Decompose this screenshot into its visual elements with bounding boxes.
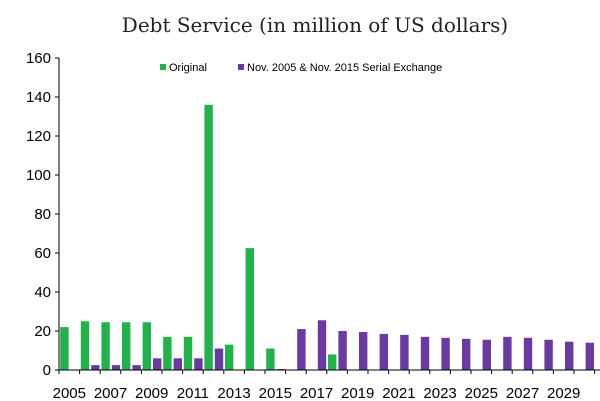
x-tick-label: 2019 bbox=[341, 385, 374, 401]
legend-item-original: Original bbox=[160, 62, 207, 74]
y-tick-label: 40 bbox=[34, 284, 51, 301]
bar-exchange-2012 bbox=[214, 348, 224, 370]
bar-exchange-2009 bbox=[153, 358, 162, 370]
bar-original-2009 bbox=[142, 322, 151, 370]
bar-exchange-2008 bbox=[132, 365, 141, 371]
x-tick-label: 2007 bbox=[94, 385, 127, 401]
x-tick-label: 2015 bbox=[259, 385, 292, 401]
bar-original-2014 bbox=[245, 248, 254, 371]
y-tick-label: 80 bbox=[34, 206, 51, 223]
y-tick-label: 140 bbox=[26, 89, 51, 106]
y-tick-label: 100 bbox=[26, 167, 51, 184]
x-tick-label: 2017 bbox=[300, 385, 333, 401]
bar-exchange-2026 bbox=[503, 336, 512, 370]
bar-exchange-2018 bbox=[338, 331, 347, 370]
x-tick-label: 2021 bbox=[382, 385, 415, 401]
bar-original-2011 bbox=[183, 336, 193, 370]
x-tick-label: 2027 bbox=[506, 385, 539, 401]
bar-original-2006 bbox=[80, 321, 90, 370]
bar-exchange-2016 bbox=[297, 329, 306, 370]
x-tick-label: 2025 bbox=[465, 385, 498, 401]
legend: Original Nov. 2005 & Nov. 2015 Serial Exc… bbox=[160, 62, 442, 74]
legend-swatch-original bbox=[160, 64, 166, 70]
y-tick-label: 120 bbox=[26, 128, 51, 145]
bar-exchange-2017 bbox=[317, 320, 327, 370]
bar-exchange-2022 bbox=[420, 336, 430, 370]
bar-exchange-2023 bbox=[441, 337, 450, 370]
bar-exchange-2027 bbox=[523, 337, 533, 370]
bars-layer bbox=[60, 104, 594, 371]
bar-original-2010 bbox=[163, 336, 172, 370]
bar-original-2013 bbox=[225, 344, 234, 370]
chart-title: Debt Service (in million of US dollars) bbox=[122, 13, 508, 37]
bar-exchange-2006 bbox=[91, 365, 100, 371]
y-tick-label: 60 bbox=[34, 245, 51, 262]
series-serial-exchange bbox=[91, 320, 594, 371]
x-tick-label: 2005 bbox=[53, 385, 86, 401]
bar-exchange-2007 bbox=[111, 365, 121, 371]
bar-original-2012 bbox=[204, 104, 213, 371]
legend-label-original: Original bbox=[169, 62, 207, 74]
bar-original-2015 bbox=[266, 348, 275, 370]
bar-exchange-2021 bbox=[400, 334, 409, 370]
x-tick-label: 2029 bbox=[547, 385, 580, 401]
bar-exchange-2025 bbox=[482, 339, 491, 370]
legend-label-serial-exchange: Nov. 2005 & Nov. 2015 Serial Exchange bbox=[247, 62, 442, 74]
bar-original-2018 bbox=[328, 354, 337, 370]
bar-exchange-2029 bbox=[565, 341, 574, 370]
bar-original-2005 bbox=[60, 327, 69, 370]
bar-exchange-2024 bbox=[462, 338, 471, 370]
x-tick-label: 2011 bbox=[177, 385, 209, 401]
legend-swatch-serial-exchange bbox=[238, 64, 244, 70]
bar-exchange-2011 bbox=[194, 358, 203, 370]
bar-exchange-2030 bbox=[585, 342, 594, 370]
x-tick-label: 2009 bbox=[135, 385, 168, 401]
bar-exchange-2028 bbox=[544, 339, 553, 370]
bar-original-2007 bbox=[101, 322, 110, 370]
bar-exchange-2019 bbox=[359, 331, 368, 370]
bar-exchange-2010 bbox=[173, 358, 182, 370]
x-tick-label: 2023 bbox=[423, 385, 456, 401]
legend-item-serial-exchange: Nov. 2005 & Nov. 2015 Serial Exchange bbox=[238, 62, 442, 74]
y-tick-label: 20 bbox=[34, 323, 51, 340]
bar-exchange-2020 bbox=[379, 333, 388, 370]
x-tick-label: 2013 bbox=[217, 385, 250, 401]
series-original bbox=[60, 104, 337, 371]
y-tick-label: 0 bbox=[43, 362, 51, 379]
y-tick-label: 160 bbox=[26, 50, 51, 67]
axes-layer: 0 20 40 60 80 100 120 140 160 2005 2007 2009 2011 201… bbox=[26, 50, 600, 401]
bar-original-2008 bbox=[122, 322, 131, 370]
